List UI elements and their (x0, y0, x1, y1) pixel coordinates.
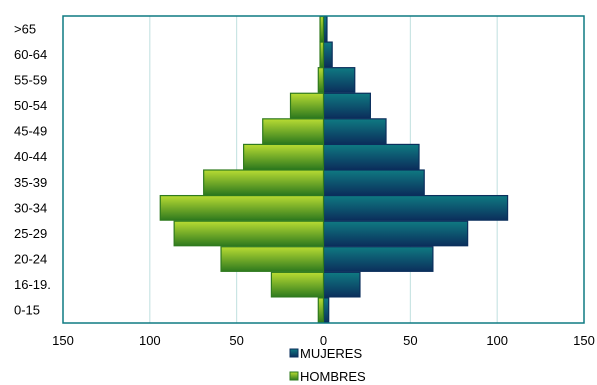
y-tick-label: 30-34 (14, 200, 47, 215)
y-tick-label: 55-59 (14, 72, 47, 87)
y-axis-labels: 0-15 16-19. 20-24 25-29 30-34 35-39 40-44 45-49… (14, 21, 51, 317)
y-tick-label: 20-24 (14, 252, 47, 267)
y-tick-label: 50-54 (14, 98, 47, 113)
bar-hombres (289, 92, 325, 119)
bar-hombres (319, 41, 325, 68)
legend-swatch (289, 371, 299, 381)
legend-label: HOMBRES (300, 369, 366, 384)
x-tick-label: 0 (320, 333, 327, 348)
bar-mujeres (322, 41, 333, 68)
y-tick-label: 45-49 (14, 124, 47, 139)
x-tick-label: 50 (403, 333, 417, 348)
bar-hombres (319, 15, 325, 42)
bar-hombres (220, 246, 325, 272)
bar-mujeres (322, 220, 469, 247)
legend: MUJERES HOMBRES (289, 346, 366, 384)
bar-mujeres (322, 297, 330, 324)
plot-border (62, 15, 585, 324)
bar-mujeres (322, 118, 387, 145)
bar-mujeres (322, 143, 420, 170)
x-tick-label: 50 (229, 333, 243, 348)
y-tick-label: 60-64 (14, 47, 47, 62)
bar-hombres (203, 169, 325, 196)
y-tick-label: 16-19. (14, 277, 51, 292)
bar-hombres (159, 194, 325, 221)
y-tick-label: 35-39 (14, 175, 47, 190)
bar-hombres (270, 271, 325, 298)
bar-hombres (243, 143, 325, 170)
x-tick-label: 100 (486, 333, 508, 348)
x-tick-label: 150 (573, 333, 595, 348)
legend-swatch (289, 348, 299, 358)
x-tick-label: 100 (139, 333, 161, 348)
bar-mujeres (322, 169, 425, 196)
bar-mujeres (322, 194, 509, 221)
x-axis-labels: 150 100 50 0 50 100 150 (52, 333, 595, 348)
legend-label: MUJERES (300, 346, 362, 361)
bar-hombres (317, 67, 325, 93)
y-tick-label: 0-15 (14, 303, 40, 318)
bars (159, 15, 509, 324)
x-tick-label: 150 (52, 333, 74, 348)
y-tick-label: 25-29 (14, 226, 47, 241)
y-tick-label: 40-44 (14, 149, 47, 164)
bar-hombres (262, 118, 325, 145)
bar-mujeres (322, 92, 371, 119)
bar-hombres (173, 220, 325, 247)
bar-mujeres (322, 246, 434, 272)
bar-hombres (317, 297, 325, 324)
y-tick-label: >65 (14, 21, 36, 36)
bar-mujeres (322, 67, 356, 93)
bar-mujeres (322, 271, 361, 298)
